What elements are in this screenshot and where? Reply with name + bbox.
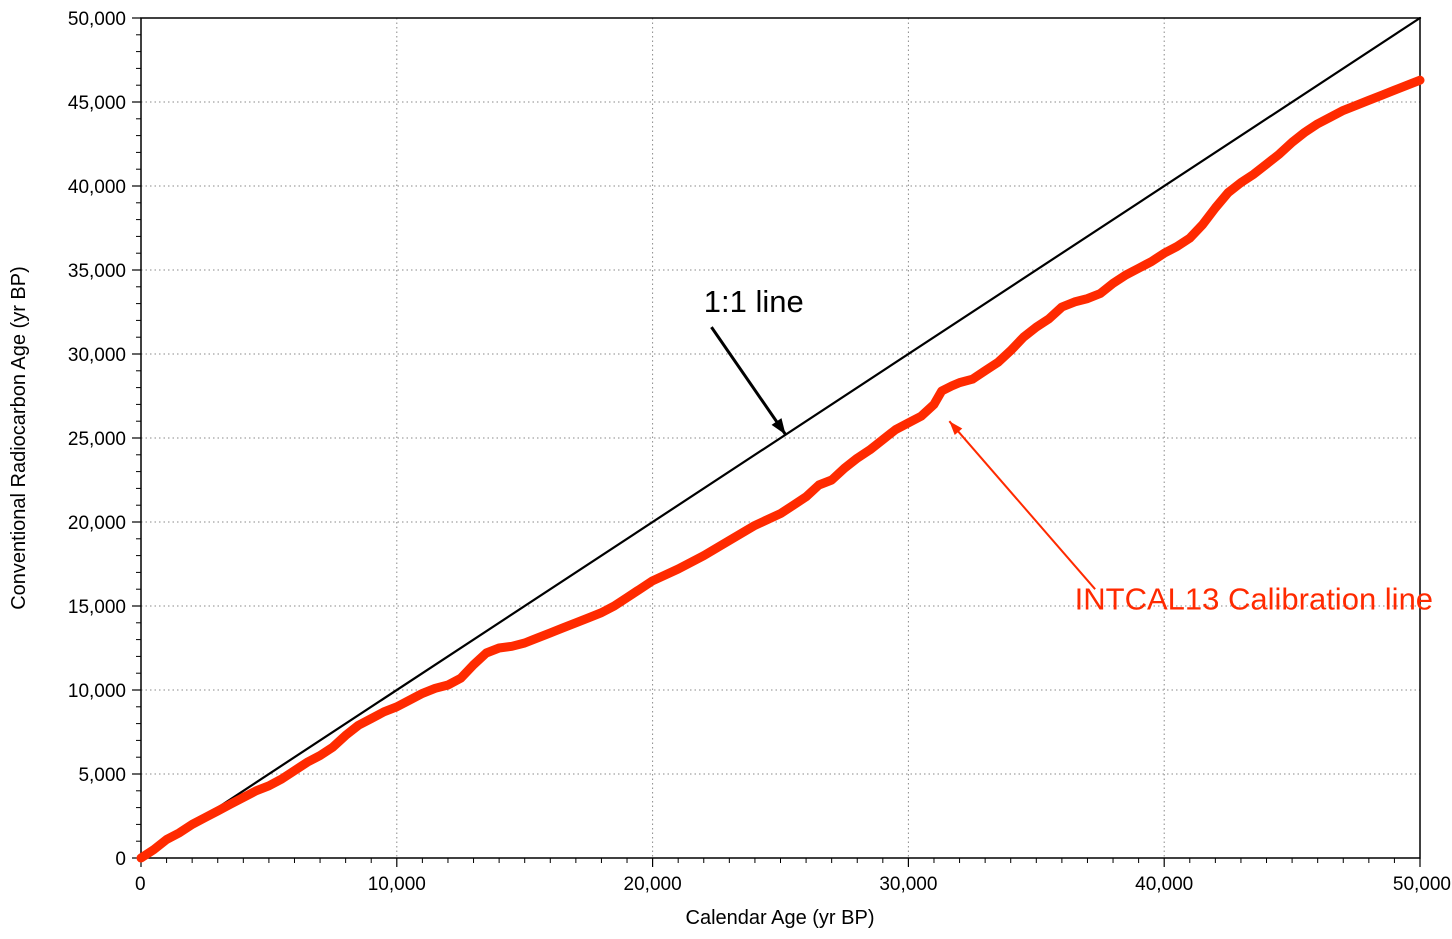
annotation-arrow-one-to-one (710, 326, 787, 436)
series-line-intcal13 (136, 75, 1425, 863)
y-tick-label: 20,000 (68, 513, 126, 534)
y-tick-label: 0 (115, 849, 126, 870)
x-tick-label: 20,000 (624, 874, 682, 895)
y-tick-label: 15,000 (68, 597, 126, 618)
series-line-one-to-one (139, 16, 1422, 860)
x-axis-title: Calendar Age (yr BP) (686, 907, 875, 929)
grid-lines (141, 18, 1420, 858)
y-tick-label: 40,000 (68, 177, 126, 198)
x-tick-label: 0 (135, 874, 146, 895)
y-axis-title: Conventional Radiocarbon Age (yr BP) (8, 266, 30, 610)
y-tick-label: 5,000 (78, 765, 126, 786)
annotations: 1:1 line INTCAL13 Calibration line (704, 284, 1433, 616)
y-tick-label: 25,000 (68, 429, 126, 450)
axis-ticks (132, 17, 1421, 867)
annotation-arrow-intcal13 (948, 420, 1096, 590)
annotation-arrowhead-one-to-one (771, 418, 786, 435)
y-tick-label: 30,000 (68, 345, 126, 366)
y-tick-label: 45,000 (68, 93, 126, 114)
y-tick-label: 10,000 (68, 681, 126, 702)
x-tick-label: 10,000 (368, 874, 426, 895)
annotation-label-intcal13: INTCAL13 Calibration line (1075, 581, 1433, 616)
x-tick-label: 30,000 (879, 874, 937, 895)
x-tick-label: 50,000 (1393, 874, 1451, 895)
y-tick-label: 35,000 (68, 261, 126, 282)
y-tick-label: 50,000 (68, 9, 126, 30)
annotation-label-one-to-one: 1:1 line (704, 284, 804, 319)
tick-labels: 0 10,000 20,000 30,000 40,000 50,000 0 5,000 10,… (68, 9, 1451, 895)
x-tick-label: 40,000 (1135, 874, 1193, 895)
series-layer (136, 16, 1425, 863)
annotation-arrowhead-intcal13 (949, 421, 963, 436)
